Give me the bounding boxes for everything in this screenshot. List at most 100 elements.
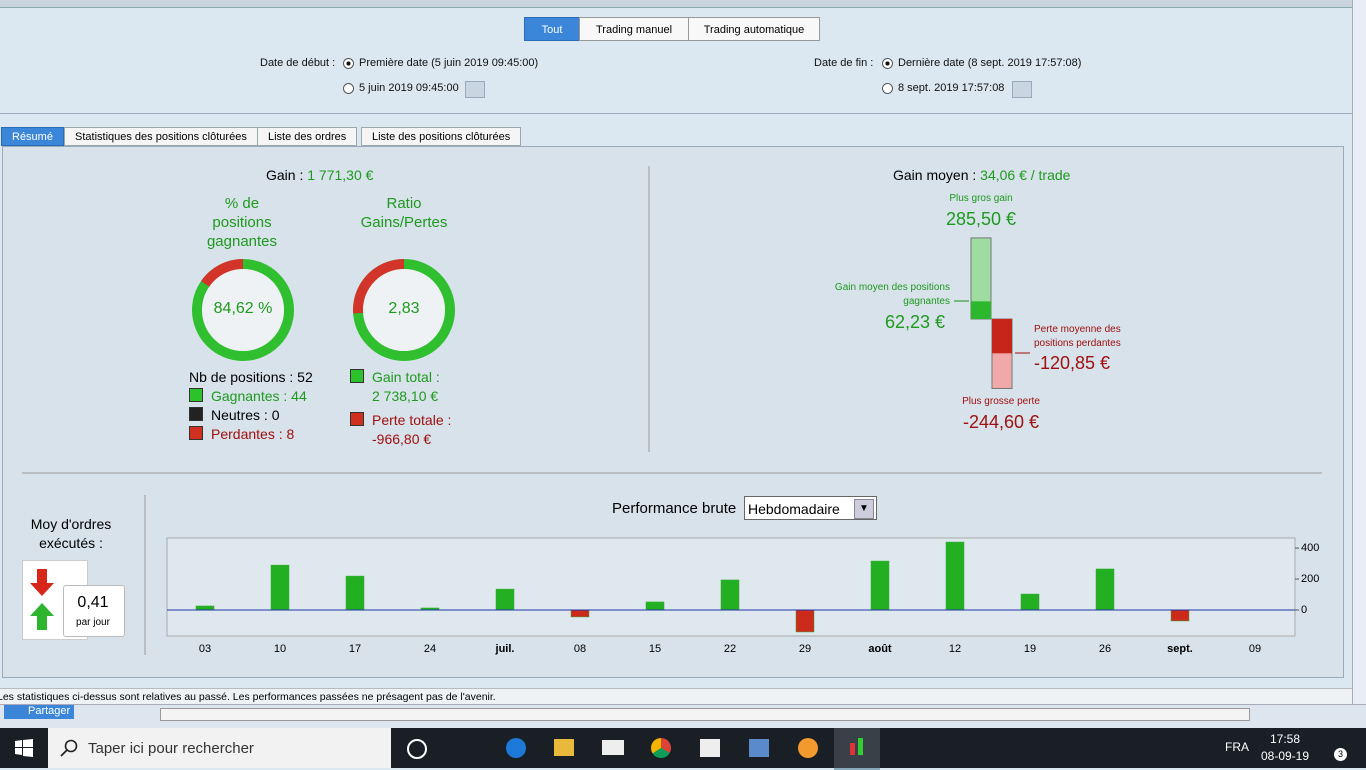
end-custom: 8 sept. 2019 17:57:08	[898, 82, 1005, 94]
x-tick-label: 12	[949, 643, 961, 655]
legend-swatch	[189, 407, 203, 421]
graphics: 0 200 400 03 10 17 24 juil. 08 15 22 29 août 12 19 26 se…	[22, 166, 1322, 655]
search-box[interactable]: Taper ici pour rechercher	[48, 728, 391, 768]
dropdown-arrow[interactable]: ▼	[854, 499, 874, 519]
share-button[interactable]: Partager	[4, 705, 75, 719]
search-text: Taper ici pour rechercher	[88, 740, 254, 757]
start-button[interactable]	[15, 739, 33, 757]
separator	[0, 113, 1352, 114]
legend-swatch	[189, 388, 203, 402]
gain-value: 1 771,30 €	[307, 167, 374, 183]
toggle-all[interactable]: Tout	[524, 17, 580, 41]
orders-value: 0,41	[77, 594, 109, 611]
avg-line: Gain moyen : 34,06 € / trade	[893, 167, 1070, 183]
bar	[195, 605, 215, 611]
max-gain: 285,50 €	[945, 209, 1017, 229]
orders-title: Moy d'ordres exécutés :	[30, 516, 112, 551]
x-tick-label: août	[868, 643, 892, 655]
ratio-value: 2,83	[388, 300, 420, 317]
start-first: Première date (5 juin 2019 09:45:00)	[359, 57, 539, 69]
toggle-auto[interactable]: Trading automatique	[688, 17, 820, 41]
donut-inner	[202, 269, 284, 351]
radio-end-custom[interactable]	[882, 83, 893, 94]
period-dropdown[interactable]: Hebdomadaire ▼	[744, 496, 877, 520]
calendar-icon[interactable]	[1012, 81, 1032, 98]
cortana[interactable]	[407, 739, 427, 759]
donut-loss-arc	[353, 259, 405, 314]
side-scrollbar	[1352, 0, 1366, 728]
x-tick-label: 19	[1024, 643, 1036, 655]
radio-start-custom[interactable]	[343, 83, 354, 94]
avg-win-bar	[971, 301, 991, 319]
legend-swatch	[350, 412, 364, 426]
bar	[345, 575, 365, 611]
app-icon[interactable]	[798, 738, 818, 758]
donut-loss-arc	[201, 259, 244, 287]
tab-orders[interactable]: Liste des ordres	[257, 127, 358, 146]
taskbar: Taper ici pour rechercher FRA 17:58 08-0…	[0, 728, 1366, 770]
nb-positions: Nb de positions : 52	[189, 369, 313, 385]
bar	[795, 609, 815, 633]
winners: Gagnantes : 44	[211, 388, 307, 404]
x-tick-label: 26	[1099, 643, 1111, 655]
app-icon[interactable]	[749, 739, 769, 757]
pct-value: 84,62 %	[213, 300, 273, 317]
avg-loss: -120,85 €	[1034, 353, 1111, 373]
disclaimer: Les statistiques ci-dessus sont relative…	[0, 691, 496, 703]
tab-summary[interactable]: Résumé	[1, 127, 64, 146]
bar	[570, 609, 590, 618]
x-tick-label: 24	[424, 643, 436, 655]
explorer-icon[interactable]	[554, 739, 574, 756]
language[interactable]: FRA	[1225, 740, 1249, 754]
avg-title: Gain moyen :	[893, 167, 977, 183]
bar	[645, 601, 665, 611]
y-tick-label: 0	[1301, 604, 1307, 616]
orders-box	[63, 585, 125, 637]
bar	[495, 588, 515, 611]
calendar-icon[interactable]	[465, 81, 485, 98]
avg-win-label: Gain moyen des positions gagnantes	[834, 282, 950, 307]
status-bar: Les statistiques ci-dessus sont relative…	[0, 688, 1352, 705]
avg-value: 34,06 € / trade	[980, 167, 1071, 183]
donut-inner	[363, 269, 445, 351]
active-app[interactable]	[834, 728, 880, 770]
gain-total-label: Gain total :	[372, 369, 440, 385]
radio-start-first[interactable]	[343, 58, 354, 69]
end-last: Dernière date (8 sept. 2019 17:57:08)	[898, 57, 1082, 69]
icon-part	[850, 743, 855, 755]
bar	[1170, 609, 1190, 622]
gain-total: 2 738,10 €	[372, 388, 439, 404]
max-loss: -244,60 €	[962, 412, 1040, 432]
legend-swatch	[189, 426, 203, 440]
x-tick-label: 22	[724, 643, 736, 655]
notification-badge[interactable]: 3	[1334, 748, 1347, 761]
bar	[870, 560, 890, 611]
toolbar: Partager	[0, 704, 1366, 729]
clock-date[interactable]: 08-09-19	[1260, 749, 1310, 763]
bar	[1095, 568, 1115, 611]
period-value: Hebdomadaire	[748, 501, 840, 517]
x-tick-label: 15	[649, 643, 661, 655]
loss-total: -966,80 €	[372, 431, 432, 447]
start-label: Date de début :	[260, 57, 336, 69]
chrome-icon[interactable]	[651, 738, 671, 758]
losers: Perdantes : 8	[211, 426, 295, 442]
store-icon[interactable]	[700, 739, 720, 757]
x-tick-label: 03	[199, 643, 211, 655]
radio-end-last[interactable]	[882, 58, 893, 69]
max-gain-label: Plus gros gain	[949, 193, 1013, 204]
x-tick-label: 17	[349, 643, 361, 655]
max-loss-label: Plus grosse perte	[962, 396, 1040, 407]
avg-loss-label: Perte moyenne des positions perdantes	[1034, 324, 1121, 349]
clock-time[interactable]: 17:58	[1270, 732, 1301, 746]
scrollbar[interactable]	[160, 708, 1250, 721]
bar	[720, 579, 740, 611]
tab-stats[interactable]: Statistiques des positions clôturées	[64, 127, 258, 146]
edge-icon[interactable]	[506, 738, 526, 758]
tab-positions[interactable]: Liste des positions clôturées	[361, 127, 522, 146]
pct-title: % de positions gagnantes	[206, 195, 278, 250]
avg-win: 62,23 €	[885, 312, 946, 332]
gain-line: Gain : 1 771,30 €	[266, 167, 373, 183]
x-tick-label: juil.	[495, 643, 515, 655]
mail-icon[interactable]	[602, 740, 624, 755]
